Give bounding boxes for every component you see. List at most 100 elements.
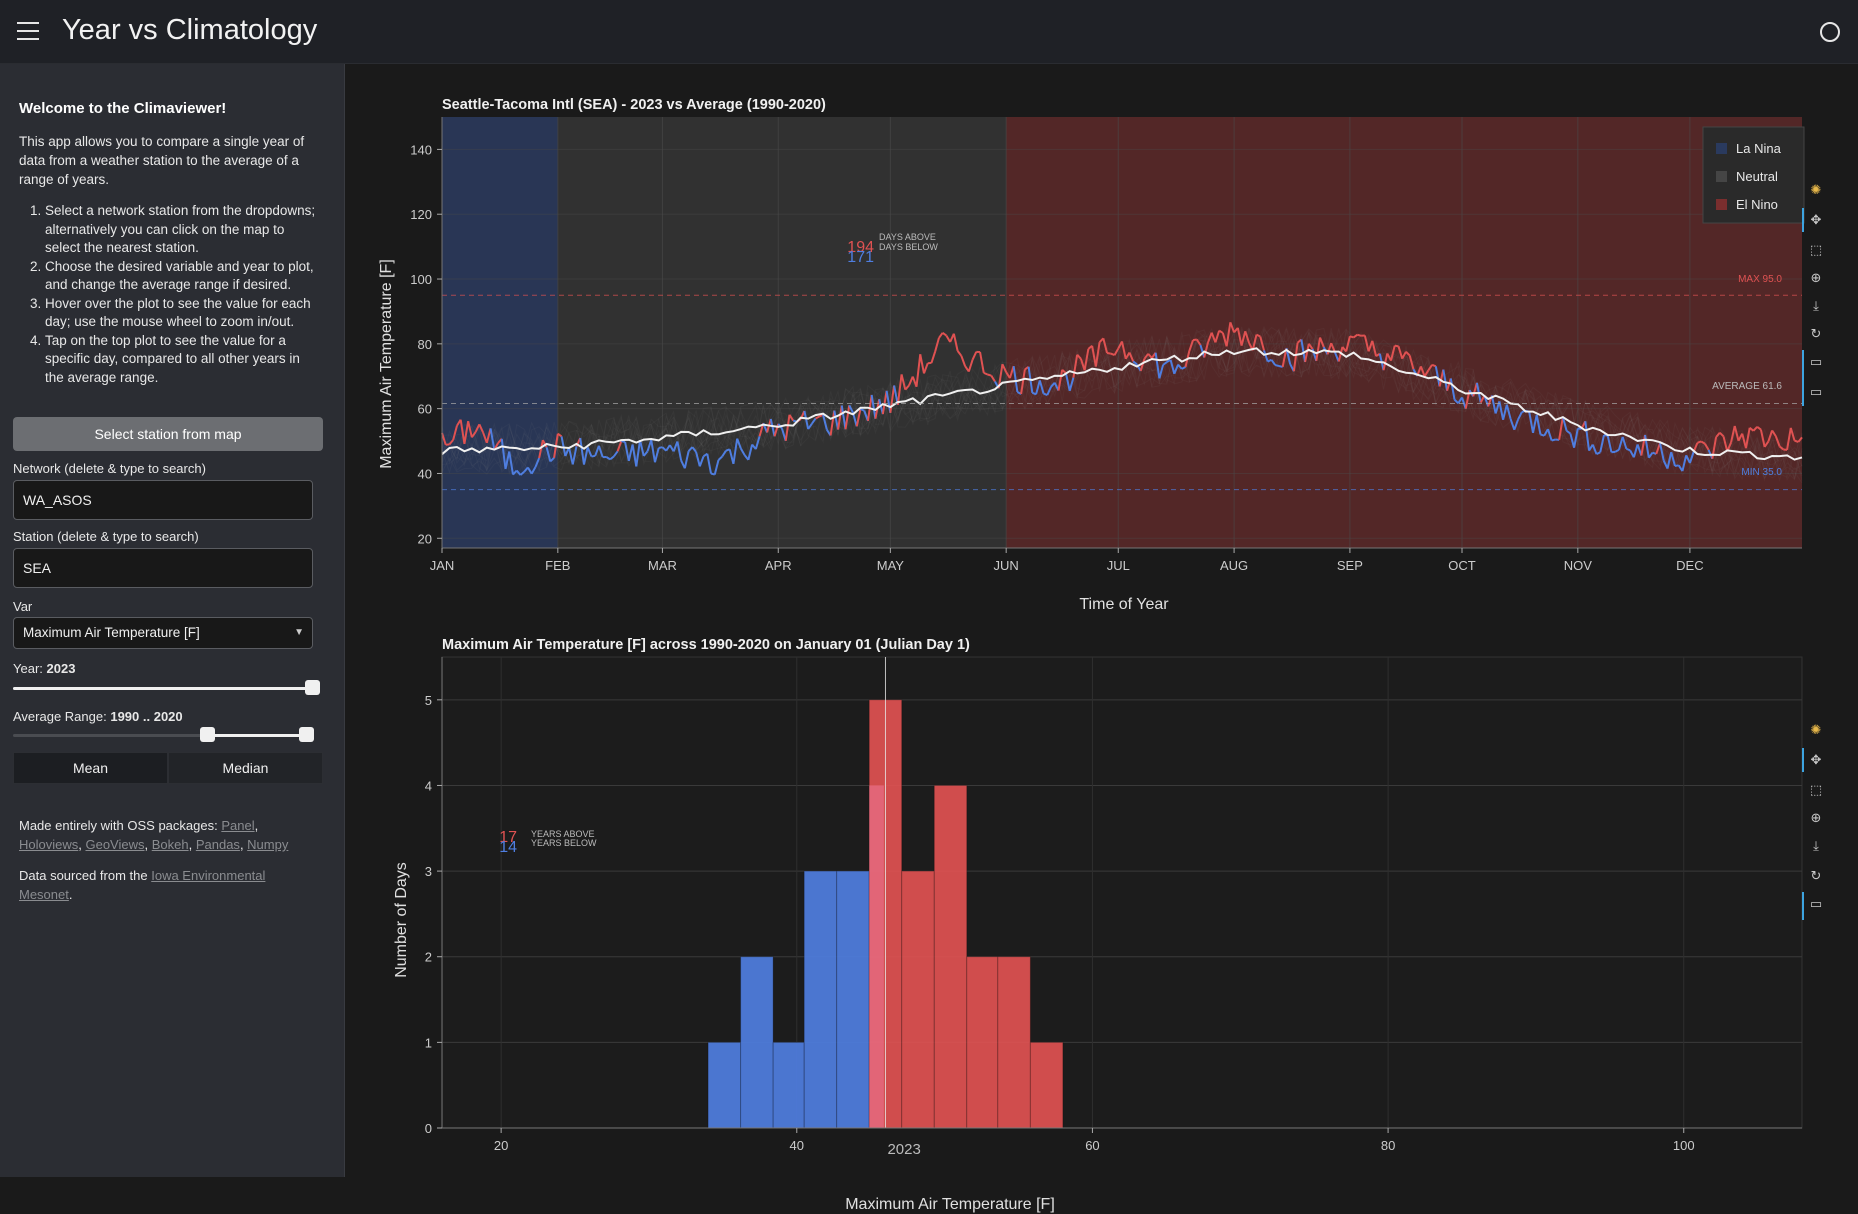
y-tick-label: 140 <box>410 142 432 157</box>
var-select[interactable]: Maximum Air Temperature [F] ▼ <box>13 617 313 649</box>
pan-icon[interactable]: ✥ <box>1806 750 1826 770</box>
y-tick-label: 120 <box>410 207 432 222</box>
hover-icon[interactable]: ▭ <box>1806 894 1826 914</box>
menu-icon[interactable] <box>17 22 39 40</box>
select-station-from-map-button[interactable]: Select station from map <box>13 417 323 451</box>
min-line-label: MIN 35.0 <box>1741 467 1782 478</box>
active-tool-indicator <box>1802 350 1804 406</box>
mean-toggle-button[interactable]: Mean <box>13 752 168 784</box>
station-label: Station (delete & type to search) <box>13 529 199 544</box>
box-zoom-icon[interactable]: ⬚ <box>1806 780 1826 800</box>
histogram-bar <box>837 871 870 1128</box>
var-select-value: Maximum Air Temperature [F] <box>23 625 200 640</box>
y-tick-label: 3 <box>425 864 432 879</box>
instruction-step: Choose the desired variable and year to … <box>45 258 321 295</box>
geoviews-link[interactable]: GeoViews <box>85 837 144 852</box>
network-input[interactable] <box>13 480 313 520</box>
top-chart-toolbar: ✺ ✥ ⬚ ⊕ ⤓ ↻ ▭ ▭ <box>1802 174 1830 424</box>
legend-neutral: Neutral <box>1736 169 1778 184</box>
la-nina-swatch <box>1716 143 1727 154</box>
pan-icon[interactable]: ✥ <box>1806 210 1826 230</box>
bokeh-link[interactable]: Bokeh <box>152 837 189 852</box>
years-below-count: 14 <box>499 839 517 856</box>
app-header: Year vs Climatology <box>0 0 1858 64</box>
enso-band-neutral <box>558 117 1006 548</box>
histogram-bar <box>773 1042 804 1128</box>
average-range-start-handle[interactable] <box>200 727 215 742</box>
year-slider-handle[interactable] <box>305 680 320 695</box>
average-range-slider-fill <box>208 734 307 737</box>
year-2023-line-segment <box>987 375 991 376</box>
x-tick-label: 100 <box>1673 1138 1695 1153</box>
histogram-bar <box>902 871 935 1128</box>
year-2023-line-segment <box>1552 439 1556 440</box>
month-tick-label: DEC <box>1676 558 1703 573</box>
year-2023-line-segment <box>1395 346 1399 347</box>
bottom-y-axis-label: Number of Days <box>393 862 410 978</box>
histogram-bar <box>967 957 998 1128</box>
bokeh-logo-icon[interactable]: ✺ <box>1806 180 1826 200</box>
median-toggle-button[interactable]: Median <box>168 752 323 784</box>
histogram-plot-area <box>442 657 1802 1128</box>
numpy-link[interactable]: Numpy <box>247 837 288 852</box>
pandas-link[interactable]: Pandas <box>196 837 240 852</box>
bottom-chart[interactable]: Maximum Air Temperature [F] across 1990-… <box>346 624 1858 1177</box>
x-tick-label: 60 <box>1085 1138 1099 1153</box>
top-chart[interactable]: Seattle-Tacoma Intl (SEA) - 2023 vs Aver… <box>346 64 1858 624</box>
hover-icon[interactable]: ▭ <box>1806 352 1826 372</box>
tap-icon[interactable]: ▭ <box>1806 382 1826 402</box>
year-bin-highlight <box>869 785 884 1128</box>
year-slider-track[interactable] <box>13 687 313 690</box>
top-x-axis-label: Time of Year <box>1079 596 1169 613</box>
legend-el-nino: El Nino <box>1736 197 1778 212</box>
average-range-slider-track[interactable] <box>13 734 313 737</box>
y-tick-label: 1 <box>425 1035 432 1050</box>
intro-text: This app allows you to compare a single … <box>19 132 319 189</box>
bokeh-logo-icon[interactable]: ✺ <box>1806 720 1826 740</box>
holoviews-link[interactable]: Holoviews <box>19 837 78 852</box>
y-tick-label: 40 <box>418 466 432 481</box>
legend-la-nina: La Nina <box>1736 141 1782 156</box>
station-input[interactable] <box>13 548 313 588</box>
days-above-label: DAYS ABOVE <box>879 232 936 242</box>
active-tool-indicator <box>1802 748 1804 772</box>
made-with-text: Made entirely with OSS packages: Panel, … <box>19 816 319 854</box>
year-2023-line-segment <box>1697 441 1701 442</box>
average-line-label: AVERAGE 61.6 <box>1712 381 1782 392</box>
bottom-x-axis-title: Maximum Air Temperature [F] <box>845 1196 1055 1214</box>
top-chart-title: Seattle-Tacoma Intl (SEA) - 2023 vs Aver… <box>442 97 826 113</box>
sidebar: Welcome to the Climaviewer! This app all… <box>0 64 345 1177</box>
wheel-zoom-icon[interactable]: ⊕ <box>1806 268 1826 288</box>
year-2023-line-segment <box>1275 365 1279 366</box>
active-tool-indicator <box>1802 892 1804 920</box>
average-range-end-handle[interactable] <box>299 727 314 742</box>
statistic-toggle: Mean Median <box>13 752 323 784</box>
data-source-text: Data sourced from the Iowa Environmental… <box>19 866 319 904</box>
reset-icon[interactable]: ↻ <box>1806 866 1826 886</box>
histogram-bar <box>804 871 837 1128</box>
x-tick-label: 40 <box>790 1138 804 1153</box>
month-tick-label: JUN <box>994 558 1019 573</box>
instruction-step: Tap on the top plot to see the value for… <box>45 332 321 388</box>
average-range-value: 1990 .. 2020 <box>110 709 182 724</box>
year-marker-label: 2023 <box>887 1141 920 1158</box>
year-label: Year: 2023 <box>13 661 75 676</box>
active-tool-indicator <box>1802 208 1804 232</box>
histogram-bar <box>708 1042 741 1128</box>
enso-band-el-nino <box>1006 117 1802 548</box>
welcome-heading: Welcome to the Climaviewer! <box>19 100 226 117</box>
histogram-bar <box>1030 1042 1063 1128</box>
enso-legend: La Nina Neutral El Nino <box>1703 127 1804 223</box>
busy-indicator-icon <box>1820 22 1840 42</box>
save-icon[interactable]: ⤓ <box>1806 296 1826 316</box>
max-line-label: MAX 95.0 <box>1738 274 1782 285</box>
reset-icon[interactable]: ↻ <box>1806 324 1826 344</box>
instructions-list: Select a network station from the dropdo… <box>45 202 321 387</box>
days-below-count: 171 <box>847 249 874 266</box>
year-2023-line-segment <box>1107 353 1111 354</box>
wheel-zoom-icon[interactable]: ⊕ <box>1806 808 1826 828</box>
box-zoom-icon[interactable]: ⬚ <box>1806 240 1826 260</box>
year-2023-line-segment <box>860 409 864 411</box>
save-icon[interactable]: ⤓ <box>1806 836 1826 856</box>
panel-link[interactable]: Panel <box>221 818 254 833</box>
